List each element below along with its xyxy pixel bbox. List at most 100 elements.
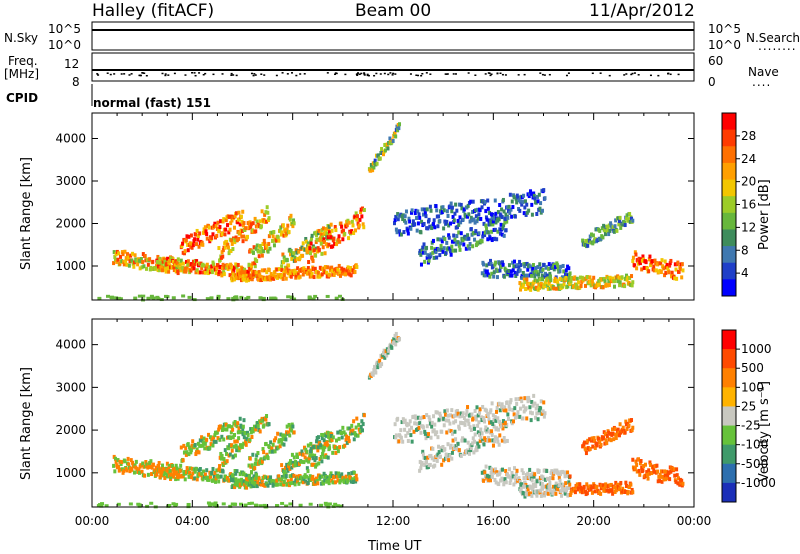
velocity-echo-cell xyxy=(283,468,287,473)
power-echo-cell xyxy=(293,268,297,273)
power-colorbar-label: Power [dB] xyxy=(757,179,772,250)
velocity-echo-cell xyxy=(419,430,423,435)
velocity-echo-cell xyxy=(229,430,233,435)
power-echo-cell xyxy=(489,258,493,263)
velocity-echo-cell xyxy=(256,480,260,485)
power-echo-cell xyxy=(360,206,364,211)
power-echo-cell xyxy=(489,222,493,227)
power-echo-cell xyxy=(501,226,505,231)
velocity-echo-cell xyxy=(425,413,429,418)
power-echo-cell xyxy=(532,193,536,198)
velocity-echo-cell xyxy=(512,482,516,487)
power-echo-cell xyxy=(328,233,332,238)
velocity-echo-cell xyxy=(116,458,120,463)
nave-point xyxy=(263,74,266,76)
velocity-echo-cell xyxy=(430,456,434,461)
velocity-echo-cell xyxy=(436,452,440,457)
x-axis-label: Time UT xyxy=(368,539,422,554)
velocity-echo-cell xyxy=(336,430,340,435)
velocity-echo-cell xyxy=(578,482,582,487)
velocity-echo-cell xyxy=(306,469,310,474)
nave-point xyxy=(649,74,652,77)
power-echo-cell xyxy=(414,208,418,213)
power-echo-cell xyxy=(456,240,460,245)
velocity-echo-cell xyxy=(523,396,527,401)
velocity-echo-cell xyxy=(399,428,403,433)
velocity-echo-cell xyxy=(631,457,635,462)
velocity-echo-cell xyxy=(214,476,218,481)
velocity-echo-cell xyxy=(590,490,594,495)
power-echo-cell xyxy=(442,226,446,231)
velocity-echo-cell xyxy=(195,467,199,472)
velocity-colorbar-tick-label: -100 xyxy=(741,438,768,452)
power-echo-cell xyxy=(447,233,451,238)
velocity-echo-cell xyxy=(638,461,642,466)
nave-point xyxy=(141,72,144,74)
power-echo-cell xyxy=(493,214,497,219)
velocity-echo-cell xyxy=(134,459,138,464)
velocity-echo-cell xyxy=(495,470,499,475)
x-tick-label: 20:00 xyxy=(576,514,611,528)
power-echo-cell xyxy=(654,268,658,273)
power-echo-cell xyxy=(489,261,493,266)
power-echo-cell xyxy=(175,261,179,266)
velocity-echo-cell xyxy=(304,479,308,484)
nave-tick-bottom: 0 xyxy=(708,75,716,89)
velocity-echo-cell xyxy=(488,465,492,470)
velocity-echo-cell xyxy=(513,406,517,411)
velocity-echo-cell xyxy=(521,416,525,421)
velocity-echo-cell xyxy=(352,437,356,442)
velocity-echo-cell xyxy=(442,458,446,463)
power-echo-cell xyxy=(159,260,163,265)
velocity-echo-cell xyxy=(244,442,248,447)
power-echo-cell xyxy=(432,221,436,226)
velocity-echo-cell xyxy=(473,439,477,444)
velocity-echo-cell xyxy=(533,472,537,477)
power-echo-cell xyxy=(513,270,517,275)
velocity-echo-cell xyxy=(440,429,444,434)
nave-point xyxy=(417,74,420,77)
power-echo-cell xyxy=(416,209,420,214)
power-echo-cell xyxy=(391,138,395,143)
velocity-echo-cell xyxy=(483,470,487,475)
power-echo-cell xyxy=(194,232,198,237)
power-echo-cell xyxy=(431,238,435,243)
velocity-echo-cell xyxy=(610,427,614,432)
power-echo-cell xyxy=(509,207,513,212)
velocity-echo-cell xyxy=(187,452,191,457)
power-echo-cell xyxy=(336,267,340,272)
power-echo-cell xyxy=(272,230,276,235)
velocity-echo-cell xyxy=(559,489,563,494)
velocity-echo-cell xyxy=(303,455,307,460)
power-echo-cell xyxy=(322,226,326,231)
power-echo-cell xyxy=(421,250,425,255)
velocity-echo-cell xyxy=(294,463,298,468)
power-echo-cell xyxy=(537,192,541,197)
velocity-echo-cell xyxy=(288,433,292,438)
power-echo-cell xyxy=(217,272,221,277)
power-echo-cell xyxy=(315,237,319,242)
velocity-echo-cell xyxy=(512,419,516,424)
velocity-echo-cell xyxy=(263,455,267,460)
power-echo-cell xyxy=(225,239,229,244)
power-echo-cell xyxy=(476,216,480,221)
power-echo-cell xyxy=(393,131,397,136)
velocity-echo-cell xyxy=(200,435,204,440)
power-echo-cell xyxy=(340,271,344,276)
velocity-echo-cell xyxy=(530,400,534,405)
velocity-echo-cell xyxy=(217,479,221,484)
velocity-echo-cell xyxy=(239,424,243,429)
power-echo-cell xyxy=(477,231,481,236)
velocity-echo-cell xyxy=(293,482,297,487)
power-echo-cell xyxy=(226,297,231,301)
power-echo-cell xyxy=(502,274,506,279)
power-echo-cell xyxy=(561,263,565,268)
power-echo-cell xyxy=(262,249,266,254)
velocity-echo-cell xyxy=(534,484,538,489)
power-echo-cell xyxy=(620,275,624,280)
power-ylabel: Slant Range [km] xyxy=(19,157,34,270)
nave-point xyxy=(446,73,449,75)
velocity-echo-cell xyxy=(263,475,267,480)
velocity-echo-cell xyxy=(337,436,341,441)
power-echo-cell xyxy=(240,219,244,224)
